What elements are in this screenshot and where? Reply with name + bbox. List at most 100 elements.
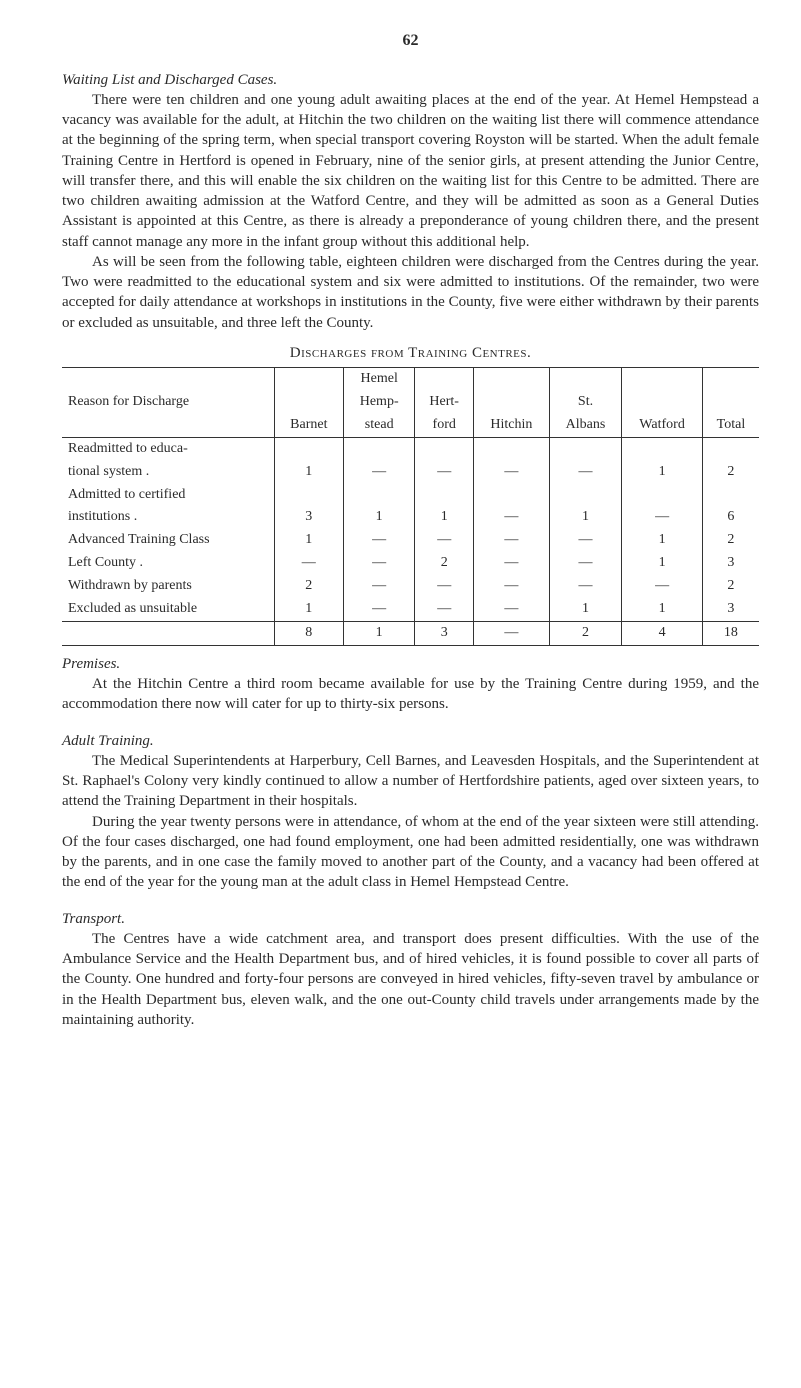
cell: — xyxy=(343,598,414,621)
cell: 1 xyxy=(415,506,474,529)
table-row: institutions . 3 1 1 — 1 — 6 xyxy=(62,506,759,529)
table-row: Excluded as unsuitable 1 — — — 1 1 3 xyxy=(62,598,759,621)
row-label: Excluded as unsuitable xyxy=(62,598,274,621)
th-blank xyxy=(274,368,343,391)
row-label-l2: tional system . xyxy=(62,461,274,484)
cell: 8 xyxy=(274,621,343,645)
cell: 3 xyxy=(415,621,474,645)
cell: — xyxy=(415,529,474,552)
cell: 3 xyxy=(702,552,759,575)
th-blank xyxy=(622,391,703,414)
adult-para-2: During the year twenty persons were in a… xyxy=(62,812,759,893)
table-caption: Discharges from Training Centres. xyxy=(62,343,759,363)
th-blank xyxy=(62,368,274,391)
th-hemel-l1: Hemel xyxy=(343,368,414,391)
th-hitchin: Hitchin xyxy=(474,414,550,437)
cell: 1 xyxy=(622,529,703,552)
cell: 6 xyxy=(702,506,759,529)
cell: — xyxy=(343,529,414,552)
cell: — xyxy=(343,575,414,598)
th-blank xyxy=(702,391,759,414)
table-row: Left County . — — 2 — — 1 3 xyxy=(62,552,759,575)
cell: — xyxy=(549,461,622,484)
transport-para: The Centres have a wide catchment area, … xyxy=(62,929,759,1030)
table-row: tional system . 1 — — — — 1 2 xyxy=(62,461,759,484)
totals-label xyxy=(62,621,274,645)
cell: 2 xyxy=(702,575,759,598)
row-label: Left County . xyxy=(62,552,274,575)
cell: — xyxy=(274,552,343,575)
row-label: Advanced Training Class xyxy=(62,529,274,552)
cell: — xyxy=(549,575,622,598)
cell: 1 xyxy=(343,621,414,645)
th-st-l2: Albans xyxy=(549,414,622,437)
cell: 4 xyxy=(622,621,703,645)
th-blank xyxy=(415,368,474,391)
th-blank xyxy=(622,368,703,391)
cell: 1 xyxy=(274,529,343,552)
th-blank xyxy=(702,368,759,391)
th-reason: Reason for Discharge xyxy=(62,391,274,414)
th-barnet: Barnet xyxy=(274,414,343,437)
cell: 1 xyxy=(622,552,703,575)
waiting-para-2: As will be seen from the following table… xyxy=(62,252,759,333)
section-title-transport: Transport. xyxy=(62,909,759,929)
cell: 1 xyxy=(549,598,622,621)
page-number: 62 xyxy=(62,30,759,52)
cell: — xyxy=(415,598,474,621)
cell: 2 xyxy=(549,621,622,645)
cell: 1 xyxy=(549,506,622,529)
section-title-waiting: Waiting List and Discharged Cases. xyxy=(62,70,759,90)
cell: 1 xyxy=(622,598,703,621)
th-watford: Watford xyxy=(622,414,703,437)
cell: — xyxy=(474,598,550,621)
th-st-l1: St. xyxy=(549,391,622,414)
row-label: Withdrawn by parents xyxy=(62,575,274,598)
cell: 1 xyxy=(274,598,343,621)
cell: — xyxy=(343,552,414,575)
table-row: Admitted to certified xyxy=(62,484,759,507)
cell: — xyxy=(474,552,550,575)
th-hemel-l2: Hemp- xyxy=(343,391,414,414)
table-row: Readmitted to educa- xyxy=(62,437,759,460)
th-blank xyxy=(274,391,343,414)
th-blank xyxy=(549,368,622,391)
cell: 1 xyxy=(622,461,703,484)
th-hert-l2: ford xyxy=(415,414,474,437)
cell: — xyxy=(415,575,474,598)
table-totals-row: 8 1 3 — 2 4 18 xyxy=(62,621,759,645)
cell: 3 xyxy=(702,598,759,621)
cell: — xyxy=(474,529,550,552)
cell: — xyxy=(343,461,414,484)
th-hemel-l3: stead xyxy=(343,414,414,437)
adult-para-1: The Medical Superintendents at Harperbur… xyxy=(62,751,759,812)
cell: 18 xyxy=(702,621,759,645)
row-label-l1: Readmitted to educa- xyxy=(62,437,274,460)
premises-para: At the Hitchin Centre a third room becam… xyxy=(62,674,759,715)
cell: 1 xyxy=(274,461,343,484)
cell: 2 xyxy=(415,552,474,575)
th-total: Total xyxy=(702,414,759,437)
cell: 3 xyxy=(274,506,343,529)
discharges-table: Hemel Reason for Discharge Hemp- Hert- S… xyxy=(62,367,759,646)
section-title-adult: Adult Training. xyxy=(62,731,759,751)
row-label-l1: Admitted to certified xyxy=(62,484,274,507)
cell: — xyxy=(415,461,474,484)
cell: 2 xyxy=(702,461,759,484)
cell: — xyxy=(474,506,550,529)
cell: — xyxy=(549,552,622,575)
th-blank xyxy=(474,391,550,414)
th-hert-l1: Hert- xyxy=(415,391,474,414)
cell: — xyxy=(474,461,550,484)
cell: 2 xyxy=(702,529,759,552)
table-row: Withdrawn by parents 2 — — — — — 2 xyxy=(62,575,759,598)
cell: — xyxy=(474,575,550,598)
row-label-l2: institutions . xyxy=(62,506,274,529)
cell: 1 xyxy=(343,506,414,529)
waiting-para-1: There were ten children and one young ad… xyxy=(62,90,759,252)
cell: — xyxy=(622,506,703,529)
th-blank xyxy=(62,414,274,437)
section-title-premises: Premises. xyxy=(62,654,759,674)
document-page: 62 Waiting List and Discharged Cases. Th… xyxy=(0,0,801,1388)
cell: — xyxy=(622,575,703,598)
